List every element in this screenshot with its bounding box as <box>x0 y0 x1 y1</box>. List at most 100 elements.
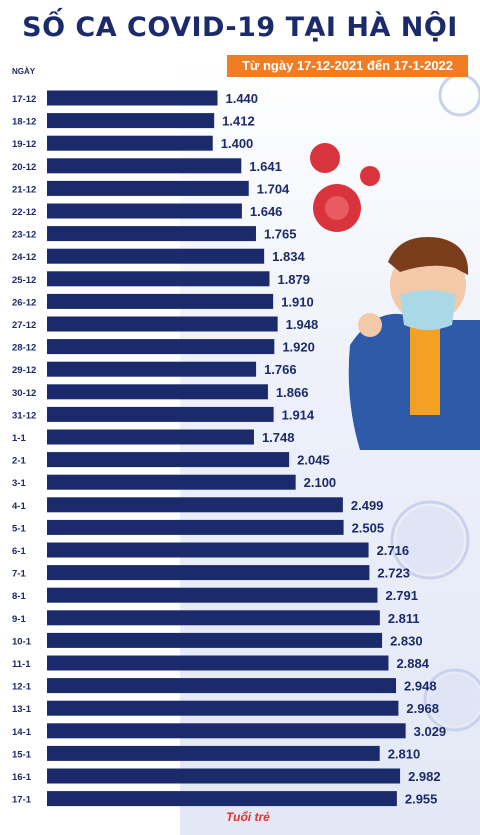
bar <box>47 452 290 468</box>
value-label: 2.982 <box>408 769 441 784</box>
value-label: 2.505 <box>352 520 385 535</box>
bar <box>47 791 397 807</box>
category-label: 28-12 <box>12 343 36 354</box>
bar <box>47 519 344 535</box>
value-label: 2.791 <box>385 588 418 603</box>
bar <box>47 587 378 603</box>
value-label: 1.948 <box>286 317 319 332</box>
value-label: 2.810 <box>388 746 421 761</box>
category-label: 2-1 <box>12 456 26 467</box>
page-title: SỐ CA COVID-19 TẠI HÀ NỘI <box>22 12 458 43</box>
value-label: 1.910 <box>281 294 314 309</box>
bar <box>47 474 296 490</box>
bar <box>47 632 383 648</box>
bar <box>47 723 406 739</box>
value-label: 2.948 <box>404 679 437 694</box>
bar <box>47 248 265 264</box>
bar <box>47 497 343 513</box>
bar <box>47 655 389 671</box>
value-label: 2.499 <box>351 498 384 513</box>
value-label: 2.968 <box>406 701 439 716</box>
category-label: 4-1 <box>12 501 26 512</box>
value-label: 2.811 <box>388 611 420 626</box>
bar <box>47 768 401 784</box>
bar <box>47 226 256 242</box>
bar <box>47 406 274 422</box>
bar <box>47 158 242 174</box>
category-label: 7-1 <box>12 569 26 580</box>
category-label: 10-1 <box>12 636 32 647</box>
bar <box>47 700 399 716</box>
value-label: 1.834 <box>272 249 305 264</box>
category-label: 14-1 <box>12 727 32 738</box>
y-axis-title: NGÀY <box>12 67 36 76</box>
category-label: 31-12 <box>12 410 36 421</box>
value-label: 1.879 <box>277 272 310 287</box>
bar <box>47 316 278 332</box>
value-label: 1.641 <box>249 159 282 174</box>
category-label: 3-1 <box>12 478 26 489</box>
value-label: 1.766 <box>264 362 297 377</box>
value-label: 2.884 <box>396 656 429 671</box>
category-label: 8-1 <box>12 591 26 602</box>
value-label: 1.920 <box>282 340 315 355</box>
category-label: 15-1 <box>12 749 32 760</box>
bar <box>47 678 397 694</box>
value-label: 1.765 <box>264 227 297 242</box>
category-label: 6-1 <box>12 546 26 557</box>
category-label: 27-12 <box>12 320 36 331</box>
value-label: 1.914 <box>282 407 315 422</box>
value-label: 2.955 <box>405 792 438 807</box>
bar <box>47 384 268 400</box>
category-label: 5-1 <box>12 523 26 534</box>
category-label: 30-12 <box>12 388 36 399</box>
category-label: 12-1 <box>12 682 32 693</box>
bar <box>47 542 369 558</box>
category-label: 9-1 <box>12 614 26 625</box>
bar <box>47 113 215 129</box>
value-label: 2.045 <box>297 453 330 468</box>
category-label: 16-1 <box>12 772 32 783</box>
bar <box>47 180 249 196</box>
bar <box>47 339 275 355</box>
value-label: 1.440 <box>225 91 258 106</box>
value-label: 1.748 <box>262 430 295 445</box>
category-label: 18-12 <box>12 117 36 128</box>
category-label: 20-12 <box>12 162 36 173</box>
category-label: 13-1 <box>12 704 32 715</box>
value-label: 1.646 <box>250 204 283 219</box>
value-label: 2.723 <box>377 566 410 581</box>
category-label: 21-12 <box>12 184 36 195</box>
bar <box>47 90 218 106</box>
value-label: 1.412 <box>222 114 255 129</box>
bar <box>47 361 257 377</box>
bar <box>47 565 370 581</box>
category-label: 25-12 <box>12 275 36 286</box>
bar <box>47 610 380 626</box>
publisher-logo: Tuổi trẻ <box>226 810 270 824</box>
bar <box>47 271 270 287</box>
value-label: 2.716 <box>377 543 410 558</box>
category-label: 23-12 <box>12 230 36 241</box>
category-label: 19-12 <box>12 139 36 150</box>
category-label: 26-12 <box>12 297 36 308</box>
category-label: 29-12 <box>12 365 36 376</box>
category-label: 1-1 <box>12 433 26 444</box>
bar <box>47 429 254 445</box>
value-label: 2.100 <box>304 475 337 490</box>
bar <box>47 135 213 151</box>
bar <box>47 203 242 219</box>
value-label: 1.400 <box>221 136 254 151</box>
date-range-subtitle: Từ ngày 17-12-2021 đến 17-1-2022 <box>227 55 468 77</box>
value-label: 1.866 <box>276 385 309 400</box>
value-label: 1.704 <box>257 181 290 196</box>
category-label: 17-1 <box>12 795 32 806</box>
bar <box>47 293 274 309</box>
value-label: 2.830 <box>390 633 423 648</box>
category-label: 22-12 <box>12 207 36 218</box>
value-label: 3.029 <box>414 724 447 739</box>
category-label: 17-12 <box>12 94 36 105</box>
bar <box>47 745 380 761</box>
category-label: 11-1 <box>12 659 31 670</box>
